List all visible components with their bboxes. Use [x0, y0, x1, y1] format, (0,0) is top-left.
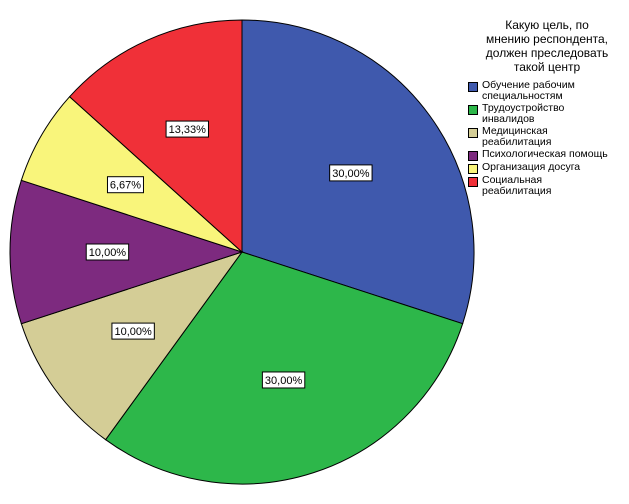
data-label-text-social: 13,33% [169, 124, 207, 136]
legend-swatch-training [468, 82, 478, 92]
pie-slices [9, 19, 475, 485]
legend-item-training: Обучение рабочим специальностям [468, 80, 626, 102]
data-label-text-medical: 10,00% [114, 326, 152, 338]
pie-slice-employment [104, 251, 464, 485]
legend-item-medical: Медицинская реабилитация [468, 126, 626, 148]
legend-items: Обучение рабочим специальностям Трудоустр… [468, 80, 626, 197]
data-label-social: 13,33% [165, 120, 209, 138]
legend-label-medical: Медицинская реабилитация [482, 125, 552, 148]
data-label-text-training: 30,00% [332, 168, 370, 180]
legend-label-employment: Трудоустройство инвалидов [482, 102, 565, 125]
legend-label-social: Социальная реабилитация [482, 174, 552, 197]
data-label-box-medical [111, 322, 155, 340]
legend: Какую цель, по мнению респондента, долже… [468, 18, 626, 198]
legend-title: Какую цель, по мнению респондента, долже… [485, 18, 609, 74]
legend-item-employment: Трудоустройство инвалидов [468, 103, 626, 125]
data-label-medical: 10,00% [111, 322, 155, 340]
legend-label-psychological: Психологическая помощь [482, 148, 608, 160]
legend-swatch-social [468, 177, 478, 187]
legend-label-leisure: Организация досуга [482, 161, 581, 173]
data-label-training: 30,00% [329, 164, 373, 182]
data-label-text-employment: 30,00% [265, 375, 303, 387]
pie-slice-social [68, 19, 243, 254]
pie-slice-medical [20, 251, 244, 441]
data-label-text-leisure: 6,67% [110, 180, 141, 192]
pie-data-labels: 30,00% 30,00% 10,00% 10,00% 6,67% 13,33% [85, 120, 373, 389]
legend-swatch-leisure [468, 164, 478, 174]
data-label-employment: 30,00% [261, 371, 306, 389]
data-label-psychological: 10,00% [85, 243, 130, 261]
data-label-box-training [329, 164, 373, 182]
legend-label-training: Обучение рабочим специальностям [482, 79, 575, 102]
data-label-text-psychological: 10,00% [89, 247, 127, 259]
legend-item-psychological: Психологическая помощь [468, 149, 626, 161]
data-label-leisure: 6,67% [106, 176, 144, 194]
legend-item-social: Социальная реабилитация [468, 175, 626, 197]
legend-item-leisure: Организация досуга [468, 162, 626, 174]
legend-swatch-employment [468, 105, 478, 115]
data-label-box-leisure [106, 176, 144, 194]
legend-swatch-psychological [468, 151, 478, 161]
data-label-box-psychological [85, 243, 130, 261]
data-label-box-social [165, 120, 209, 138]
legend-swatch-medical [468, 128, 478, 138]
data-label-box-employment [261, 371, 306, 389]
